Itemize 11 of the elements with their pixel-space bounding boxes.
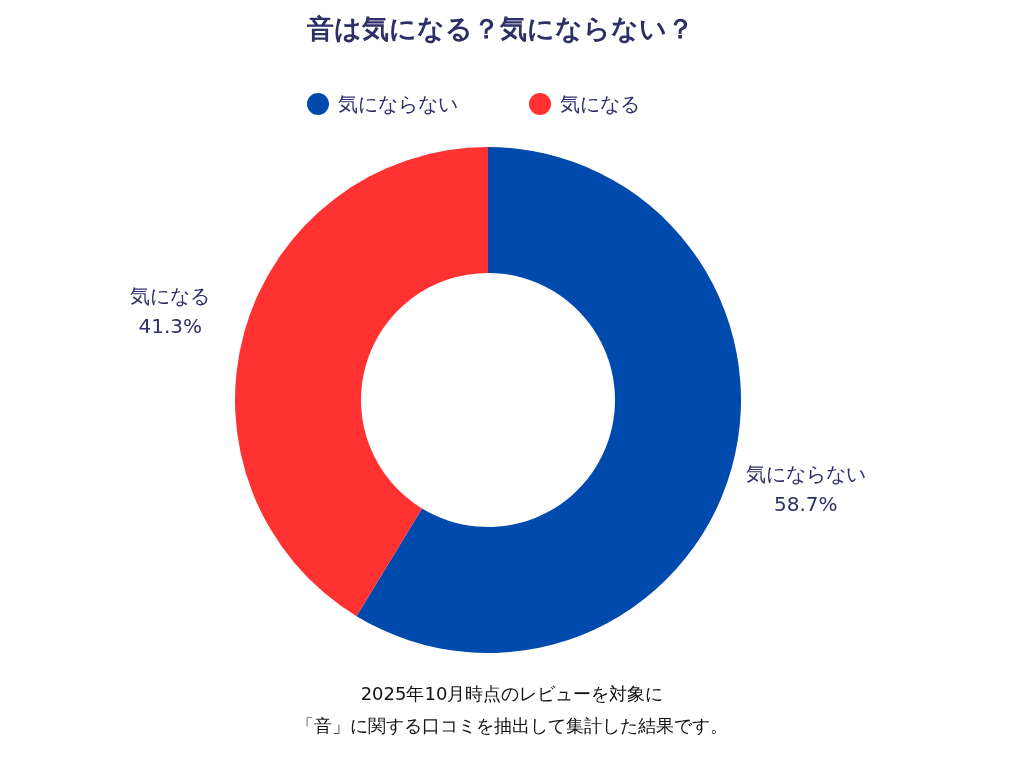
donut-slice (356, 147, 741, 653)
donut-slice (235, 147, 488, 617)
data-label: 41.3% (138, 313, 203, 338)
data-label: 58.7% (773, 492, 838, 517)
slice-label: 気にならない (745, 462, 866, 487)
legend-label: 気になる (560, 92, 640, 116)
text: 「音」に関する口コミを抽出して集計した結果です。 (296, 715, 728, 736)
slice-label: 気になる (130, 283, 211, 308)
text: 2025年10月時点のレビューを対象に (360, 683, 664, 704)
chart-title: 音は気になる？気にならない？ (305, 13, 694, 44)
legend-label: 気にならない (338, 92, 458, 116)
